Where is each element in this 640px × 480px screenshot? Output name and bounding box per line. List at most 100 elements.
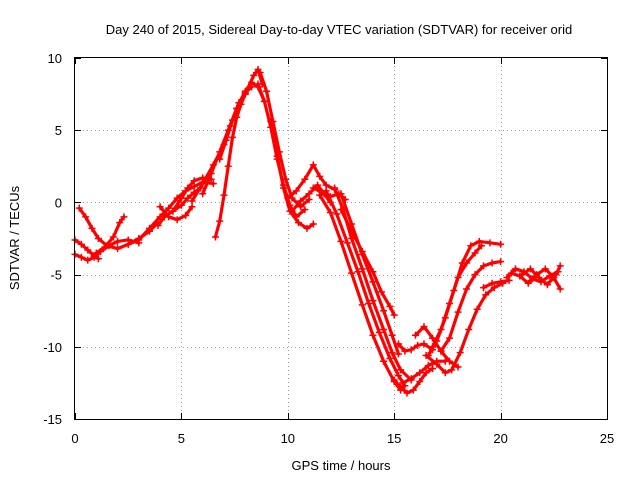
data-point-marker xyxy=(77,253,85,261)
data-point-marker xyxy=(503,273,511,281)
data-point-marker xyxy=(420,323,428,331)
data-point-marker xyxy=(116,219,124,227)
data-point-marker xyxy=(273,152,281,160)
data-point-marker xyxy=(535,273,543,281)
data-point-marker xyxy=(267,118,275,126)
data-point-marker xyxy=(120,213,128,221)
data-point-marker xyxy=(209,161,217,169)
chart-title: Day 240 of 2015, Sidereal Day-to-day VTE… xyxy=(106,22,573,37)
data-point-marker xyxy=(165,213,173,221)
data-point-marker xyxy=(220,191,228,199)
data-point-marker xyxy=(222,136,230,144)
data-point-marker xyxy=(524,279,532,287)
data-point-marker xyxy=(497,278,505,286)
data-point-marker xyxy=(316,172,324,180)
data-point-marker xyxy=(507,269,515,277)
data-point-marker xyxy=(337,237,345,245)
data-point-marker xyxy=(388,331,396,339)
series-track-31 xyxy=(424,237,505,359)
data-point-marker xyxy=(182,211,190,219)
series-track-26 xyxy=(394,340,437,355)
series-track-12 xyxy=(216,83,256,163)
series-track-25 xyxy=(399,357,449,387)
data-point-marker xyxy=(316,191,324,199)
x-tick-label: 5 xyxy=(178,431,185,446)
y-axis-label: SDTVAR / TECUs xyxy=(7,185,22,290)
axis-ticks: 0 5 10 15 20 25 -15 -10 -5 0 5 10 xyxy=(43,51,614,446)
data-point-marker xyxy=(475,237,483,245)
data-point-marker xyxy=(471,271,479,279)
data-point-marker xyxy=(463,285,471,293)
series-track-19 xyxy=(316,191,405,394)
data-point-marker xyxy=(241,89,249,97)
data-point-marker xyxy=(294,219,302,227)
data-point-marker xyxy=(473,305,481,313)
data-point-marker xyxy=(446,357,454,365)
data-point-marker xyxy=(301,175,309,183)
series-track-27 xyxy=(411,323,462,371)
data-point-marker xyxy=(228,116,236,124)
data-point-marker xyxy=(541,265,549,273)
data-point-marker xyxy=(216,155,224,163)
data-point-marker xyxy=(454,363,462,371)
data-point-marker xyxy=(114,245,122,253)
data-point-marker xyxy=(380,307,388,315)
data-point-marker xyxy=(552,271,560,279)
data-point-marker xyxy=(77,240,85,248)
data-point-marker xyxy=(254,80,262,88)
data-point-marker xyxy=(401,347,409,355)
data-point-marker xyxy=(82,213,90,221)
data-point-marker xyxy=(75,204,83,212)
grid xyxy=(75,58,607,419)
series-line xyxy=(482,278,511,290)
data-point-marker xyxy=(446,334,454,342)
data-point-marker xyxy=(543,281,551,289)
data-point-marker xyxy=(303,224,311,232)
data-point-marker xyxy=(165,204,173,212)
series-track-22 xyxy=(337,190,402,358)
data-point-marker xyxy=(397,383,405,391)
data-point-marker xyxy=(90,253,98,261)
data-point-marker xyxy=(337,190,345,198)
data-point-marker xyxy=(441,369,449,377)
y-tick-label: -15 xyxy=(43,412,62,427)
data-point-marker xyxy=(416,369,424,377)
data-point-marker xyxy=(348,227,356,235)
data-point-marker xyxy=(369,268,377,276)
data-point-marker xyxy=(358,265,366,273)
data-point-marker xyxy=(224,162,232,170)
data-point-marker xyxy=(184,194,192,202)
data-point-marker xyxy=(397,366,405,374)
data-point-marker xyxy=(497,240,505,248)
series-line xyxy=(218,85,254,161)
data-point-marker xyxy=(343,239,351,247)
data-point-marker xyxy=(263,87,271,95)
data-point-marker xyxy=(409,386,417,394)
data-point-marker xyxy=(454,308,462,316)
data-point-marker xyxy=(437,347,445,355)
data-point-marker xyxy=(358,301,366,309)
data-point-marker xyxy=(556,262,564,270)
data-point-marker xyxy=(467,242,475,250)
data-point-marker xyxy=(365,299,373,307)
data-point-marker xyxy=(429,334,437,342)
data-point-marker xyxy=(326,209,334,217)
data-point-marker xyxy=(358,247,366,255)
data-point-marker xyxy=(416,377,424,385)
series-track-23 xyxy=(337,206,398,319)
y-tick-label: 10 xyxy=(48,51,62,66)
data-point-marker xyxy=(301,206,309,214)
data-point-marker xyxy=(169,207,177,215)
series-track-29 xyxy=(437,258,505,355)
data-point-marker xyxy=(94,255,102,263)
x-tick-label: 20 xyxy=(493,431,507,446)
data-point-marker xyxy=(309,161,317,169)
data-point-marker xyxy=(369,331,377,339)
data-point-marker xyxy=(288,207,296,215)
data-point-marker xyxy=(84,256,92,264)
y-tick-label: 0 xyxy=(55,195,62,210)
data-point-marker xyxy=(390,376,398,384)
data-point-marker xyxy=(156,203,164,211)
x-tick-label: 0 xyxy=(71,431,78,446)
data-point-marker xyxy=(490,284,498,292)
